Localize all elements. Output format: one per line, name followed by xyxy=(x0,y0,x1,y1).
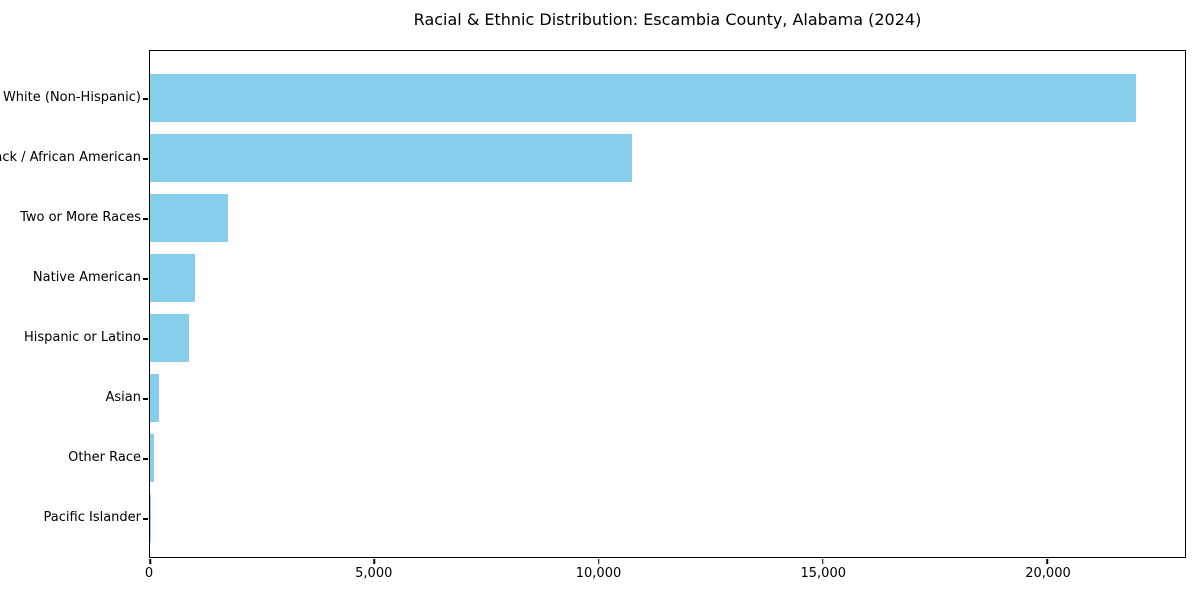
bar-row xyxy=(150,128,1185,188)
y-tick-label: Pacific Islander xyxy=(43,509,141,525)
y-axis-tick-mark xyxy=(143,98,148,100)
chart-title: Racial & Ethnic Distribution: Escambia C… xyxy=(413,10,922,29)
bar-rows xyxy=(150,51,1185,557)
y-tick-label: Hispanic or Latino xyxy=(23,329,141,345)
plot-area xyxy=(143,50,1186,564)
bar xyxy=(150,314,190,362)
bar-row xyxy=(150,188,1185,248)
bar xyxy=(150,134,633,182)
bar-row xyxy=(150,428,1185,488)
y-tick-label: Two or More Races xyxy=(20,209,141,225)
y-tick-label: Black / African American xyxy=(0,149,141,165)
y-axis-tick-mark xyxy=(143,398,148,400)
x-axis-tick-mark xyxy=(822,559,824,564)
bar xyxy=(150,374,159,422)
bar xyxy=(150,74,1136,122)
y-tick-label: Other Race xyxy=(68,449,141,465)
x-axis: 0 5,000 10,000 15,000 20,000 xyxy=(145,558,1186,588)
y-axis-tick-mark xyxy=(143,158,148,160)
x-tick-label: 20,000 xyxy=(1025,566,1071,581)
x-axis-tick-mark xyxy=(373,559,376,564)
y-axis-tick-mark xyxy=(143,518,148,520)
y-axis-tick-mark xyxy=(143,458,148,460)
x-tick-label: 0 xyxy=(144,566,154,581)
x-tick-label: 10,000 xyxy=(575,566,622,581)
bar-row xyxy=(150,308,1185,368)
y-axis-tick-mark xyxy=(143,338,148,340)
bar-row xyxy=(150,248,1185,308)
bar-row xyxy=(150,368,1185,428)
bar xyxy=(150,254,195,302)
y-axis-tick-mark xyxy=(143,218,148,220)
x-axis-tick-mark xyxy=(597,559,600,564)
y-axis-labels: White (Non-Hispanic) Black / African Amer… xyxy=(0,50,141,558)
x-tick-label: 15,000 xyxy=(800,566,847,581)
x-axis-tick-mark xyxy=(149,559,151,564)
y-tick-label: White (Non-Hispanic) xyxy=(2,89,141,105)
x-axis-tick-mark xyxy=(1046,559,1049,564)
bar-row xyxy=(150,488,1185,548)
y-axis-tick-mark xyxy=(143,278,148,280)
bar-row xyxy=(150,68,1185,128)
y-tick-label: Asian xyxy=(105,389,141,405)
bar xyxy=(150,194,229,242)
bar xyxy=(150,434,155,482)
x-tick-label: 5,000 xyxy=(355,566,393,581)
y-tick-label: Native American xyxy=(32,269,141,285)
